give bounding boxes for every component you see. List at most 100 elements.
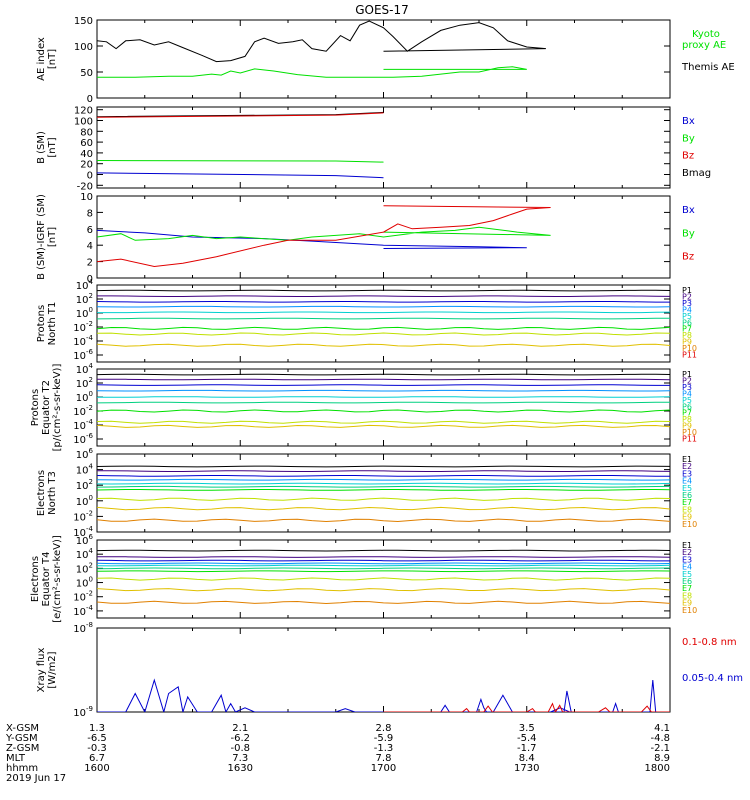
y-tick-label: 100 bbox=[76, 306, 93, 320]
y-axis-label: B (SM)[nT] bbox=[36, 131, 58, 164]
flux-line bbox=[97, 305, 670, 308]
legend-entry: Bz bbox=[682, 252, 694, 263]
legend-entry: P6 bbox=[682, 318, 692, 327]
y-tick-label: 120 bbox=[74, 106, 93, 117]
legend-entry: E9 bbox=[682, 599, 692, 608]
legend-entry: P10 bbox=[682, 428, 697, 437]
legend-entry: Bx bbox=[682, 116, 695, 127]
legend-entry: P2 bbox=[682, 292, 692, 301]
legend-entry: P1 bbox=[682, 370, 692, 379]
legend-entry: 0.1-0.8 nm bbox=[682, 637, 737, 648]
flux-line bbox=[97, 332, 670, 336]
flux-line bbox=[97, 384, 670, 386]
legend-entry: E3 bbox=[682, 469, 692, 478]
y-tick-label: 104 bbox=[76, 463, 94, 477]
flux-line bbox=[97, 470, 670, 472]
legend-entry: E4 bbox=[682, 563, 692, 572]
legend-entry: E8 bbox=[682, 505, 692, 514]
plot-area bbox=[97, 111, 384, 179]
legend-entry: E5 bbox=[682, 484, 692, 493]
x-tick-value: 1600 bbox=[84, 763, 109, 774]
y-axis-label: ProtonsEquator T2[p/(cm²-s-sr-keV)] bbox=[30, 364, 63, 452]
legend-entry: P4 bbox=[682, 389, 692, 398]
x-tick-value: 4.1 bbox=[654, 723, 670, 734]
y-tick-label: 100 bbox=[74, 42, 93, 53]
y-tick-label: 10-4 bbox=[73, 604, 93, 618]
x-tick-value: -6.5 bbox=[87, 733, 107, 744]
legend-entry: By bbox=[682, 228, 695, 239]
flux-line bbox=[97, 485, 670, 488]
y-tick-label: 6 bbox=[87, 225, 93, 236]
legend-entry: P3 bbox=[682, 299, 692, 308]
y-tick-label: 10-6 bbox=[73, 348, 93, 362]
legend-entry: P7 bbox=[682, 325, 692, 334]
y-tick-label: 104 bbox=[76, 547, 94, 561]
legend-entry: P5 bbox=[682, 312, 692, 321]
legend-entry: P5 bbox=[682, 396, 692, 405]
x-row-label: hhmm bbox=[6, 763, 38, 774]
y-tick-label: 100 bbox=[76, 390, 93, 404]
flux-line bbox=[97, 600, 670, 605]
series-line bbox=[97, 226, 551, 241]
flux-line bbox=[97, 420, 670, 424]
y-axis-label: ElectronsEquator T4[e/(cm²-s-sr-keV)] bbox=[30, 535, 63, 623]
series-line bbox=[97, 678, 670, 712]
legend-entry: E8 bbox=[682, 591, 692, 600]
flux-line bbox=[97, 564, 670, 567]
flux-line bbox=[97, 301, 670, 303]
date-label: 2019 Jun 17 bbox=[6, 773, 66, 784]
legend-entry: Bx bbox=[682, 205, 695, 216]
legend-entry: P11 bbox=[682, 435, 697, 444]
series-line bbox=[97, 172, 384, 179]
y-tick-label: 10-2 bbox=[73, 320, 93, 334]
flux-line bbox=[97, 378, 670, 381]
y-tick-label: 4 bbox=[87, 241, 93, 252]
flux-line bbox=[97, 295, 670, 297]
legend-entry: Kyoto proxy AE bbox=[682, 29, 726, 51]
flux-line bbox=[97, 497, 670, 501]
y-tick-label: 40 bbox=[80, 149, 93, 160]
legend-entry: E10 bbox=[682, 606, 697, 615]
legend-entry: E4 bbox=[682, 477, 692, 486]
y-tick-label: 10 bbox=[80, 192, 93, 203]
legend-entry: E10 bbox=[682, 520, 697, 529]
y-tick-label: 100 bbox=[74, 117, 93, 128]
legend-entry: E7 bbox=[682, 498, 692, 507]
legend-entry: By bbox=[682, 133, 695, 144]
y-tick-label: 102 bbox=[76, 292, 93, 306]
flux-line bbox=[97, 559, 670, 562]
panel-xray: 10-9 10-8 Xray flux[W/m2] 0.1-0.8 nm 0.05-0.… bbox=[36, 621, 743, 719]
legend-entry: P7 bbox=[682, 409, 692, 418]
y-tick-label: 2 bbox=[87, 258, 93, 269]
legend-entry: P8 bbox=[682, 331, 692, 340]
flux-line bbox=[97, 396, 670, 398]
panel-frame bbox=[96, 106, 671, 189]
series-line bbox=[97, 229, 527, 249]
legend-entry: E9 bbox=[682, 513, 692, 522]
flux-line bbox=[97, 588, 670, 592]
x-tick-value: -6.2 bbox=[230, 733, 250, 744]
legend-entry: E1 bbox=[682, 455, 692, 464]
series-line bbox=[97, 112, 384, 118]
plot-area bbox=[97, 289, 670, 347]
flux-line bbox=[97, 489, 670, 491]
x-tick-value: -0.8 bbox=[230, 743, 250, 754]
x-tick-value: 1630 bbox=[228, 763, 253, 774]
panel-frame bbox=[96, 627, 671, 713]
flux-line bbox=[97, 289, 670, 292]
flux-line bbox=[97, 389, 670, 392]
y-tick-label: 102 bbox=[76, 478, 93, 492]
y-tick-label: 10-2 bbox=[73, 509, 93, 523]
y-tick-label: 60 bbox=[80, 138, 93, 149]
plot-title: GOES-17 bbox=[355, 3, 409, 17]
flux-line bbox=[97, 317, 670, 320]
legend-entry: Themis AE bbox=[681, 62, 735, 73]
y-tick-label: 100 bbox=[76, 494, 93, 508]
plot-area bbox=[97, 373, 670, 428]
y-tick-label: 10-2 bbox=[73, 404, 93, 418]
x-row-label: Y-GSM bbox=[5, 733, 38, 744]
